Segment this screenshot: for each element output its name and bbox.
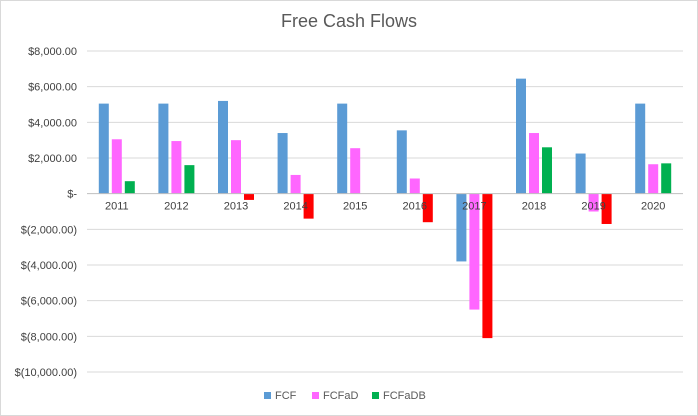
y-tick-label: $(2,000.00)	[21, 224, 77, 236]
bar-fcf-2015	[337, 103, 348, 194]
x-tick-label: 2018	[522, 201, 546, 213]
bar-fcfad-2014	[290, 174, 301, 194]
bar-fcf-2011	[98, 103, 109, 194]
bar-fcfadb-2012	[184, 165, 195, 194]
bar-fcfadb-2013	[244, 193, 254, 200]
y-tick-label: $(4,000.00)	[21, 260, 77, 272]
y-axis-tick-labels: $8,000.00 $6,000.00 $4,000.00 $2,000.00 $- $(…	[15, 46, 78, 379]
bar-fcfad-2016	[409, 178, 420, 194]
y-tick-label: $4,000.00	[28, 117, 77, 129]
x-tick-label: 2019	[581, 201, 605, 213]
bar-fcfad-2018	[529, 133, 539, 194]
bar-fcfad-2011	[111, 139, 122, 194]
legend-label-fcfad: FCFaD	[323, 390, 359, 402]
x-tick-label: 2020	[641, 201, 665, 213]
bar-fcf-2017	[456, 193, 467, 262]
bar-fcf-2020	[635, 103, 646, 194]
bar-fcf-2019	[575, 153, 586, 194]
legend-swatch-fcfad	[312, 392, 319, 399]
x-axis-tick-labels: 2011 2012 2013 2014 2015 2016 2017 2018 2019 2020	[105, 201, 665, 213]
bar-fcf-2016	[396, 130, 407, 194]
x-tick-label: 2016	[403, 201, 427, 213]
x-tick-label: 2014	[283, 201, 307, 213]
y-tick-label: $(10,000.00)	[15, 367, 77, 379]
legend-label-fcfadb: FCFaDB	[383, 390, 426, 402]
bar-fcfadb-2014	[303, 193, 314, 219]
bar-fcf-2018	[516, 78, 526, 194]
bar-fcf-2012	[158, 103, 169, 194]
bar-fcf-2014	[277, 133, 288, 194]
x-tick-label: 2011	[105, 201, 129, 213]
bar-fcfadb-2016	[422, 193, 433, 223]
legend-swatch-fcf	[264, 392, 271, 399]
bar-fcfad-2017	[469, 193, 480, 310]
legend: FCF FCFaD FCFaDB	[264, 390, 426, 402]
gridlines	[87, 50, 683, 373]
bar-fcfad-2013	[231, 140, 241, 194]
bar-fcfad-2015	[350, 148, 361, 194]
y-tick-label: $8,000.00	[28, 46, 77, 58]
bar-fcfad-2019	[588, 193, 599, 212]
y-tick-label: $(8,000.00)	[21, 331, 77, 343]
bar-fcfad-2012	[171, 141, 182, 194]
legend-swatch-fcfadb	[372, 392, 379, 399]
y-tick-label: $(6,000.00)	[21, 296, 77, 308]
y-tick-label: $6,000.00	[28, 82, 77, 94]
x-tick-label: 2013	[224, 201, 248, 213]
y-tick-label: $2,000.00	[28, 153, 77, 165]
bar-fcfadb-2017	[482, 193, 493, 339]
x-tick-label: 2015	[343, 201, 367, 213]
bar-fcfadb-2011	[124, 181, 135, 194]
bar-fcf-2013	[218, 100, 228, 194]
legend-label-fcf: FCF	[275, 390, 297, 402]
bar-fcfadb-2019	[601, 193, 612, 224]
x-tick-label: 2012	[164, 201, 188, 213]
x-tick-label: 2017	[462, 201, 486, 213]
bar-fcfadb-2020	[661, 163, 672, 194]
bar-fcfadb-2018	[542, 147, 552, 194]
bars	[98, 78, 672, 339]
chart-title: Free Cash Flows	[281, 11, 417, 31]
y-tick-label: $-	[67, 189, 77, 201]
bar-fcfad-2020	[648, 164, 659, 194]
